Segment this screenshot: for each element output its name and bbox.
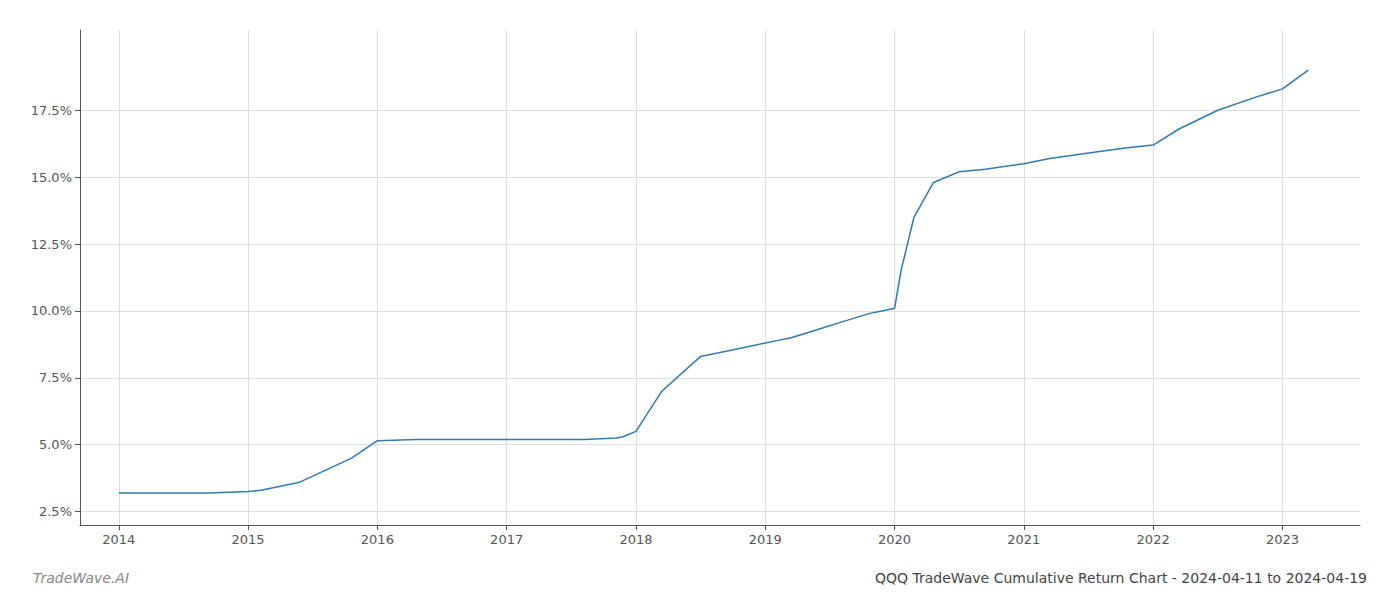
- svg-text:12.5%: 12.5%: [31, 237, 72, 252]
- svg-text:2014: 2014: [102, 532, 135, 547]
- svg-text:2022: 2022: [1137, 532, 1170, 547]
- svg-text:7.5%: 7.5%: [39, 370, 72, 385]
- svg-text:2018: 2018: [619, 532, 652, 547]
- svg-text:2023: 2023: [1266, 532, 1299, 547]
- svg-text:5.0%: 5.0%: [39, 437, 72, 452]
- svg-text:2019: 2019: [749, 532, 782, 547]
- svg-text:2017: 2017: [490, 532, 523, 547]
- svg-text:17.5%: 17.5%: [31, 103, 72, 118]
- svg-text:QQQ TradeWave Cumulative Retur: QQQ TradeWave Cumulative Return Chart - …: [875, 570, 1367, 586]
- svg-text:10.0%: 10.0%: [31, 303, 72, 318]
- svg-text:15.0%: 15.0%: [31, 170, 72, 185]
- svg-text:2015: 2015: [232, 532, 265, 547]
- svg-text:2020: 2020: [878, 532, 911, 547]
- svg-text:2021: 2021: [1007, 532, 1040, 547]
- svg-text:2.5%: 2.5%: [39, 504, 72, 519]
- svg-text:TradeWave.AI: TradeWave.AI: [33, 570, 129, 586]
- svg-text:2016: 2016: [361, 532, 394, 547]
